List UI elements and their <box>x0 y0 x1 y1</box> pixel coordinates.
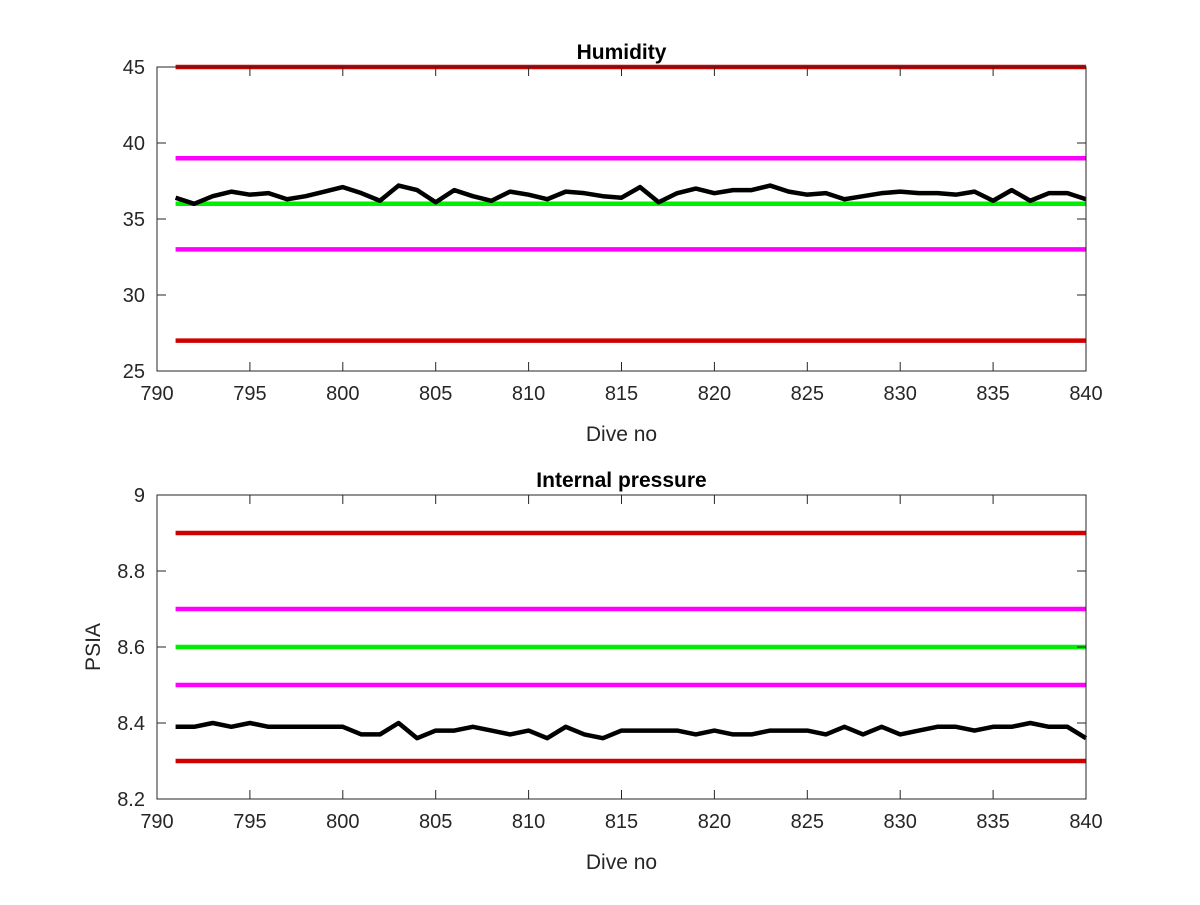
y-tick-label: 8.4 <box>117 713 145 735</box>
data-series-line <box>175 720 1088 741</box>
y-tick-label: 30 <box>123 285 145 307</box>
data-series-line <box>174 183 1087 207</box>
y-tick-label: 8.8 <box>117 561 145 583</box>
x-tick-label: 790 <box>140 811 173 833</box>
x-tick-label: 790 <box>140 383 173 405</box>
x-tick-label: 805 <box>419 811 452 833</box>
x-tick-label: 810 <box>512 811 545 833</box>
y-tick-label: 25 <box>123 361 145 383</box>
x-tick-label: 830 <box>884 811 917 833</box>
chart-title: Humidity <box>577 41 667 64</box>
x-tick-label: 835 <box>976 811 1009 833</box>
y-tick-label: 8.6 <box>117 637 145 659</box>
chart-panel-0: 790 795 800 805 810 815 820 825 830 835 840 25 30 35 4… <box>123 41 1103 446</box>
x-tick-label: 800 <box>326 811 359 833</box>
x-tick-label: 825 <box>791 383 824 405</box>
x-tick-label: 835 <box>976 383 1009 405</box>
x-tick-label: 820 <box>698 811 731 833</box>
y-tick-label: 45 <box>123 57 145 79</box>
x-axis-label: Dive no <box>586 851 657 874</box>
y-tick-label: 9 <box>134 485 145 507</box>
x-tick-label: 830 <box>884 383 917 405</box>
x-axis-label: Dive no <box>586 423 657 446</box>
chart-panel-1: 790 795 800 805 810 815 820 825 830 835 840 8.2 8.4 8… <box>82 469 1103 874</box>
x-tick-label: 810 <box>512 383 545 405</box>
x-tick-label: 805 <box>419 383 452 405</box>
y-axis-label: PSIA <box>82 623 105 671</box>
x-tick-label: 825 <box>791 811 824 833</box>
y-tick-label: 8.2 <box>117 789 145 811</box>
x-tick-label: 795 <box>233 811 266 833</box>
x-tick-label: 820 <box>698 383 731 405</box>
plot-area <box>157 67 1086 371</box>
x-tick-label: 840 <box>1069 811 1102 833</box>
x-tick-label: 815 <box>605 811 638 833</box>
y-tick-label: 40 <box>123 133 145 155</box>
x-tick-label: 840 <box>1069 383 1102 405</box>
x-tick-label: 800 <box>326 383 359 405</box>
y-tick-label: 35 <box>123 209 145 231</box>
x-tick-label: 795 <box>233 383 266 405</box>
x-tick-label: 815 <box>605 383 638 405</box>
chart-title: Internal pressure <box>536 469 706 492</box>
